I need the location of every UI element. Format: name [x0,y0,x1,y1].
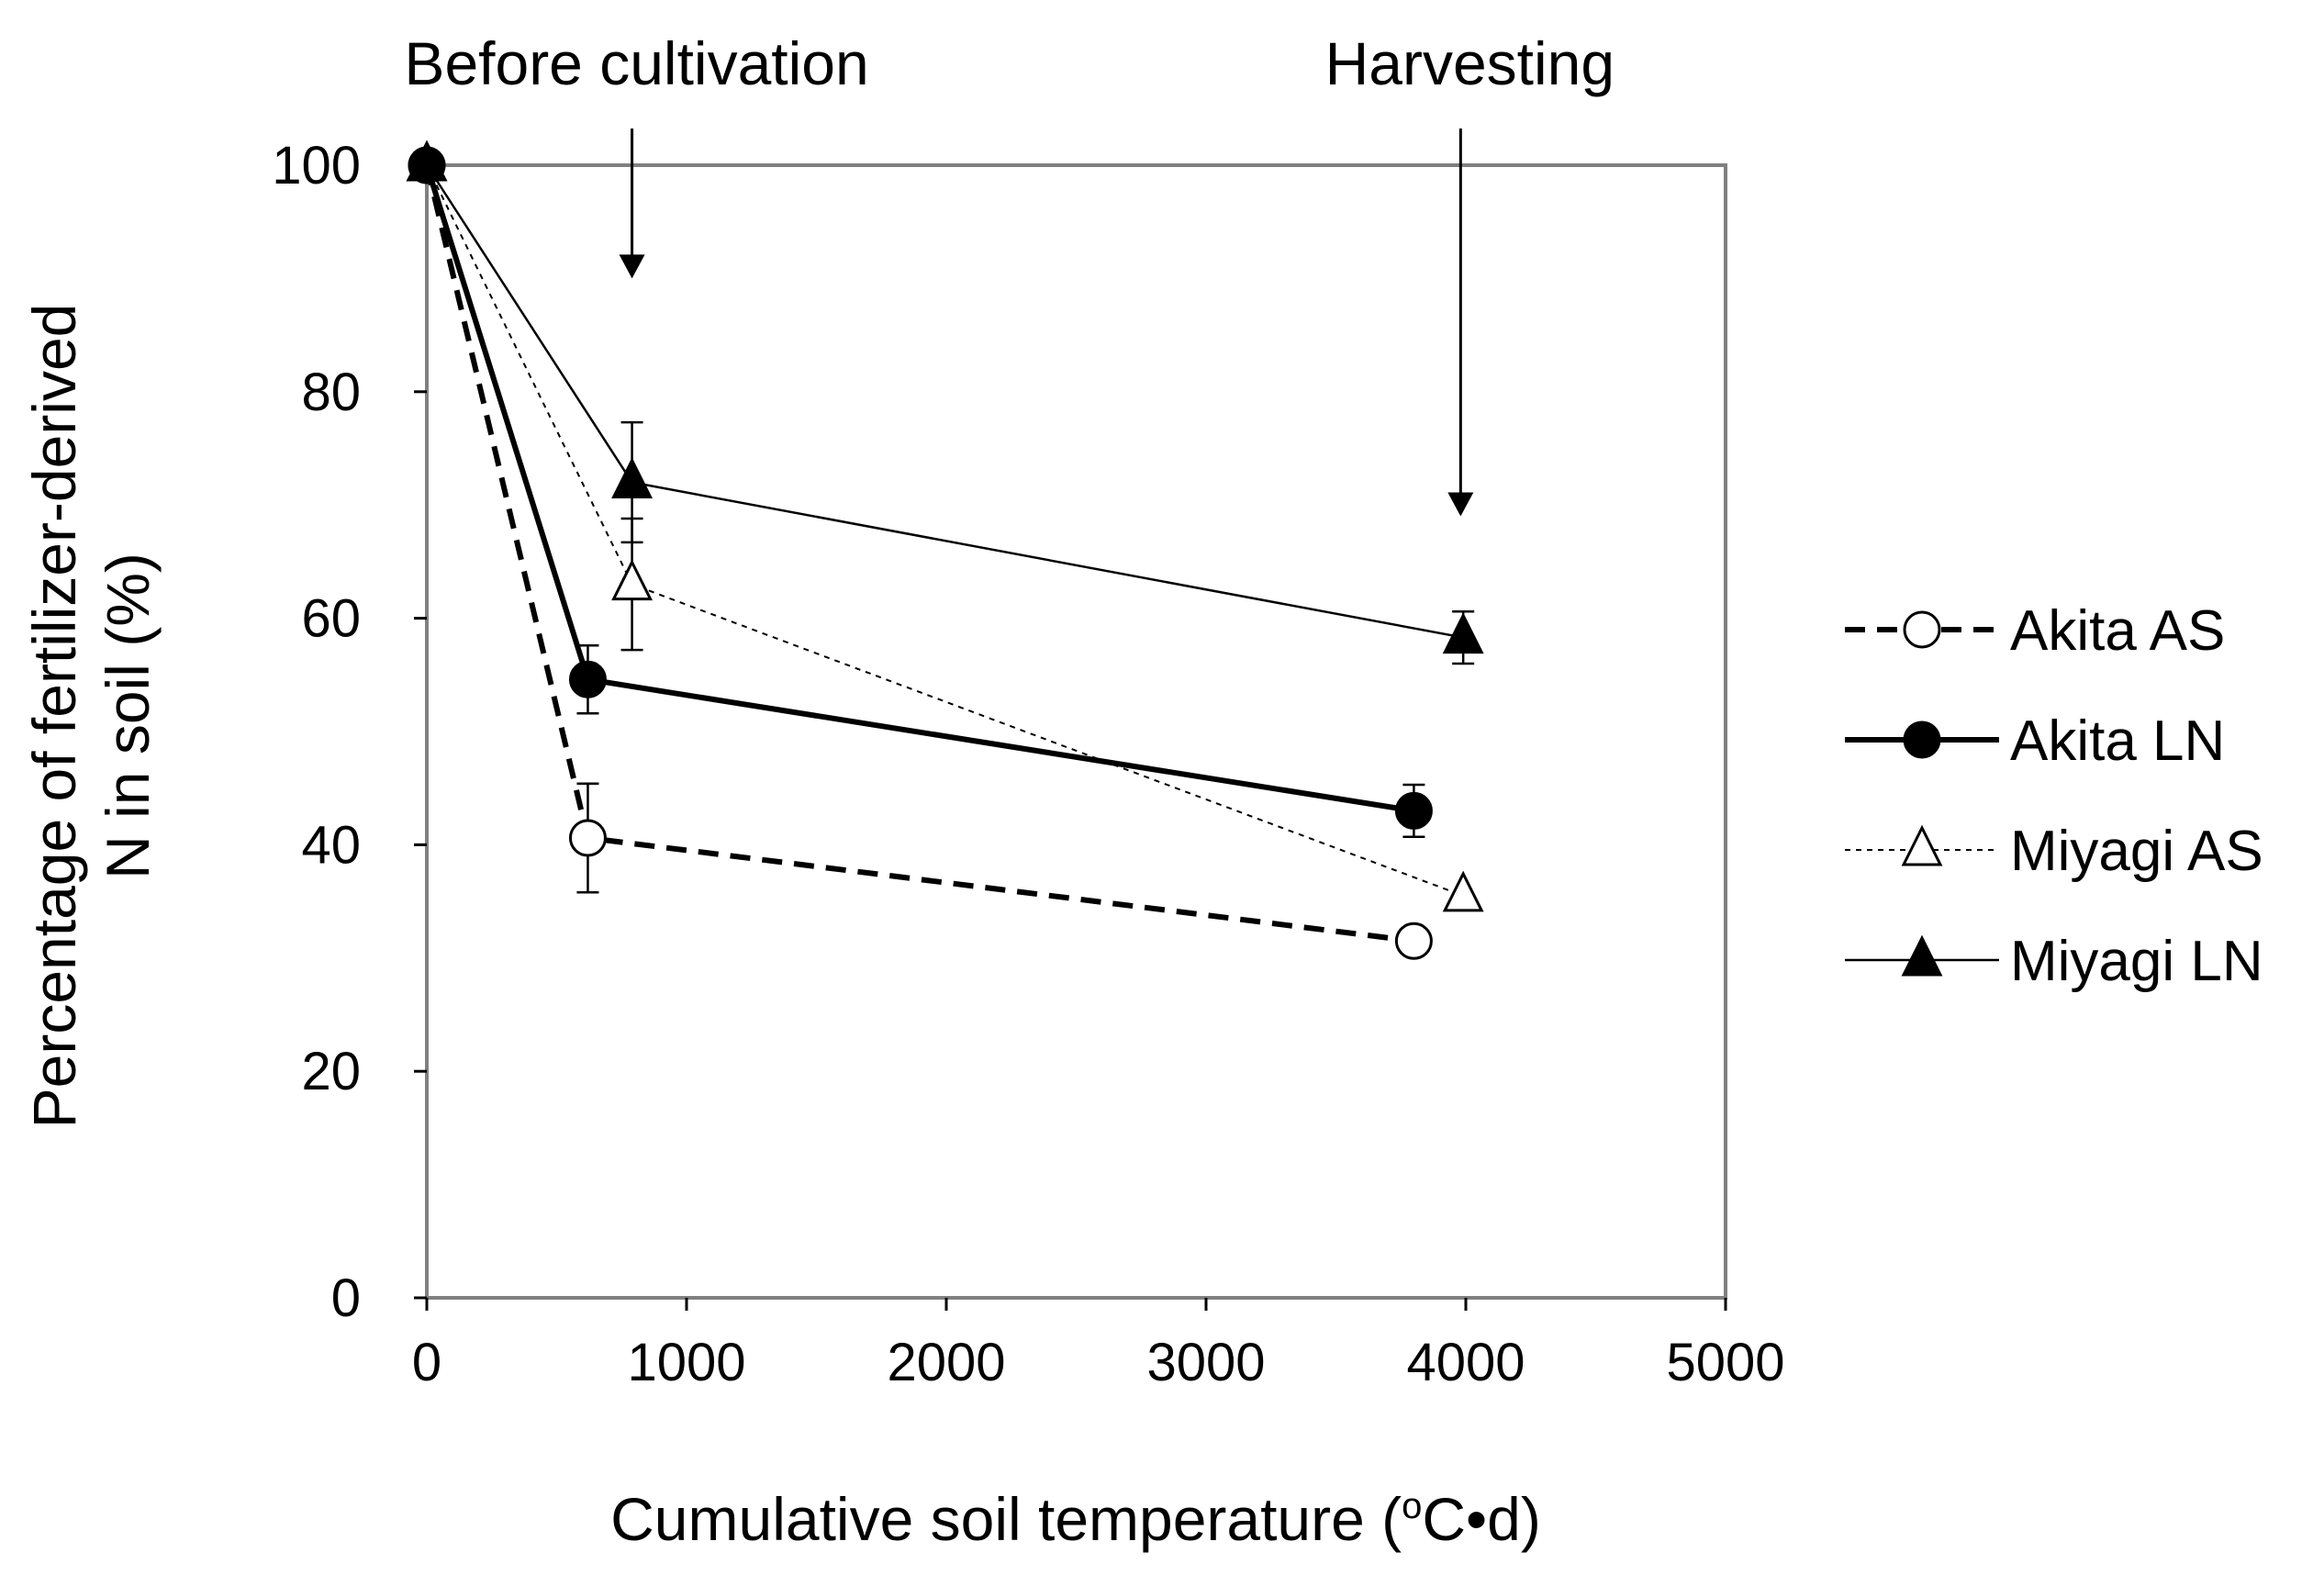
x-tick-label: 3000 [1146,1333,1265,1392]
data-point [568,819,607,857]
legend-marker [1903,720,1941,759]
series-akita-ln [424,164,1425,839]
legend-label: Miyagi AS [2010,820,2263,883]
y-axis-title: Percentage of fertilizer-derived N in so… [20,304,162,1129]
y-axis-title-line-2: N in soil (%) [94,553,162,879]
annotation-label: Before cultivation [404,29,868,97]
plot-frame [425,163,1727,1300]
series-miyagi-as [426,164,1464,897]
legend-entry: Akita LN [1845,709,2225,773]
markers-miyagi-ln [406,140,1484,654]
y-tick-label: 80 [301,363,361,422]
y-tick-label: 20 [301,1042,361,1101]
annotation-arrow-head [619,254,645,279]
series-layer [406,140,1484,960]
legend-entry: Akita AS [1845,599,2225,663]
y-axis-title-line-1: Percentage of fertilizer-derived [20,304,88,1129]
y-tick-label: 0 [331,1268,361,1328]
legend-marker [1901,934,1943,977]
x-tick-label: 2000 [887,1333,1005,1392]
data-point [1442,870,1484,912]
y-tick-label: 100 [272,136,361,195]
x-axis: 0 1000 2000 3000 4000 5000 [412,1298,1785,1392]
legend-marker [1901,824,1943,866]
series-line [424,164,1414,814]
series-line [426,164,1464,897]
series-line [425,164,1464,639]
x-tick-label: 4000 [1406,1333,1525,1392]
y-tick-label: 60 [301,589,361,649]
legend-label: Miyagi LN [2010,930,2263,993]
data-point [568,660,607,698]
markers-akita-as [408,146,1433,960]
x-tick-label: 1000 [627,1333,745,1392]
legend-entry: Miyagi LN [1845,930,2263,993]
annotation-label: Harvesting [1325,29,1615,97]
x-axis-title: Cumulative soil temperature (oC•d) [610,1485,1541,1553]
annotation-arrow-head [1447,492,1474,517]
legend-label: Akita AS [2010,599,2225,663]
legend: Akita AS Akita LN Miyagi AS Miyagi LN [1845,599,2263,993]
data-point [406,140,448,182]
legend-label: Akita LN [2010,709,2225,773]
markers-akita-ln [408,146,1433,830]
legend-entry: Miyagi AS [1845,820,2263,883]
x-tick-label: 5000 [1666,1333,1784,1392]
y-axis: 0 20 40 60 80 100 [272,136,427,1328]
legend-marker [1903,610,1941,649]
y-tick-label: 40 [301,815,361,875]
data-point [611,457,653,499]
data-point [611,559,653,601]
annotation-layer: Before cultivation Harvesting [404,29,1615,517]
data-point [1442,612,1484,654]
data-point [1394,922,1433,960]
series-miyagi-ln [425,164,1475,665]
x-tick-label: 0 [412,1333,441,1392]
data-point [1394,791,1433,830]
